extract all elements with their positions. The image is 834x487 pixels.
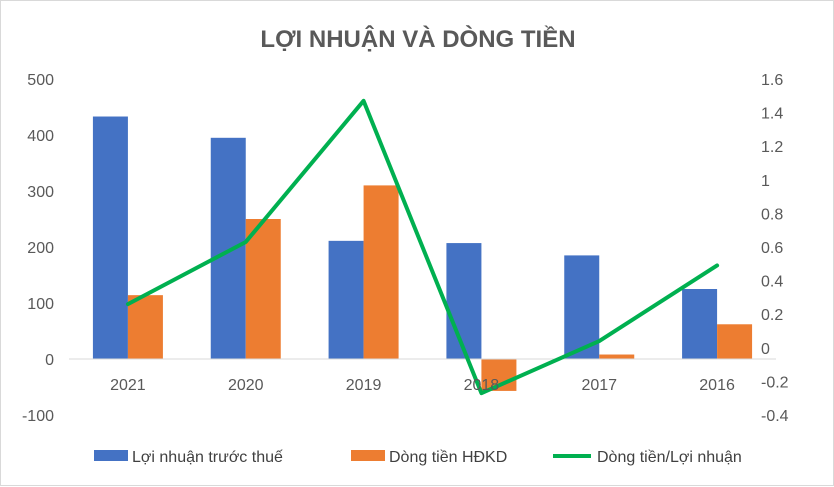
legend-label-0: Lợi nhuận trước thuế [132, 449, 283, 466]
legend: Lợi nhuận trước thuế Dòng tiền HĐKD Dòng t… [94, 449, 742, 466]
right-y-tick: 0 [761, 341, 770, 358]
x-tick-2019: 2019 [346, 377, 382, 394]
bar-profit-2021 [93, 117, 128, 359]
bars-group [93, 117, 752, 391]
right-y-tick: 0.2 [761, 307, 783, 324]
left-y-tick: 200 [27, 240, 54, 257]
x-tick-2017: 2017 [581, 377, 617, 394]
left-y-tick: 300 [27, 184, 54, 201]
chart-title: LỢI NHUẬN VÀ DÒNG TIỀN [260, 25, 575, 53]
bar-cashflow-2020 [246, 219, 281, 359]
x-tick-labels: 2021 2020 2019 2018 2017 2016 [110, 377, 735, 394]
right-y-tick: 1.2 [761, 139, 783, 156]
x-tick-2018: 2018 [464, 377, 500, 394]
right-y-tick: 1.4 [761, 106, 783, 123]
right-y-tick: 1.6 [761, 72, 783, 89]
right-y-tick: 0.6 [761, 240, 783, 257]
bar-cashflow-2016 [717, 324, 752, 359]
left-y-tick-labels: 500 400 300 200 100 0 -100 [22, 72, 54, 425]
right-y-tick: 0.4 [761, 274, 783, 291]
x-tick-2020: 2020 [228, 377, 264, 394]
bar-profit-2020 [211, 138, 246, 359]
left-y-tick: -100 [22, 408, 54, 425]
left-y-tick: 100 [27, 296, 54, 313]
legend-swatch-1 [351, 450, 385, 461]
bar-cashflow-2021 [128, 295, 163, 359]
legend-label-1: Dòng tiền HĐKD [389, 449, 507, 466]
bar-cashflow-2019 [364, 185, 399, 359]
bar-profit-2019 [329, 241, 364, 359]
legend-label-2: Dòng tiền/Lợi nhuận [597, 449, 742, 466]
bar-profit-2018 [446, 243, 481, 359]
bar-profit-2016 [682, 289, 717, 359]
x-tick-2016: 2016 [699, 377, 735, 394]
left-y-tick: 500 [27, 72, 54, 89]
left-y-tick: 0 [45, 352, 54, 369]
right-y-tick-labels: 1.6 1.4 1.2 1 0.8 0.6 0.4 0.2 0 -0.2 -0.4 [761, 72, 789, 425]
legend-swatch-0 [94, 450, 128, 461]
right-y-tick: 0.8 [761, 206, 783, 223]
left-y-tick: 400 [27, 128, 54, 145]
x-tick-2021: 2021 [110, 377, 146, 394]
right-y-tick: 1 [761, 173, 770, 190]
bar-cashflow-2017 [599, 355, 634, 359]
right-y-tick: -0.2 [761, 374, 789, 391]
right-y-tick: -0.4 [761, 408, 789, 425]
